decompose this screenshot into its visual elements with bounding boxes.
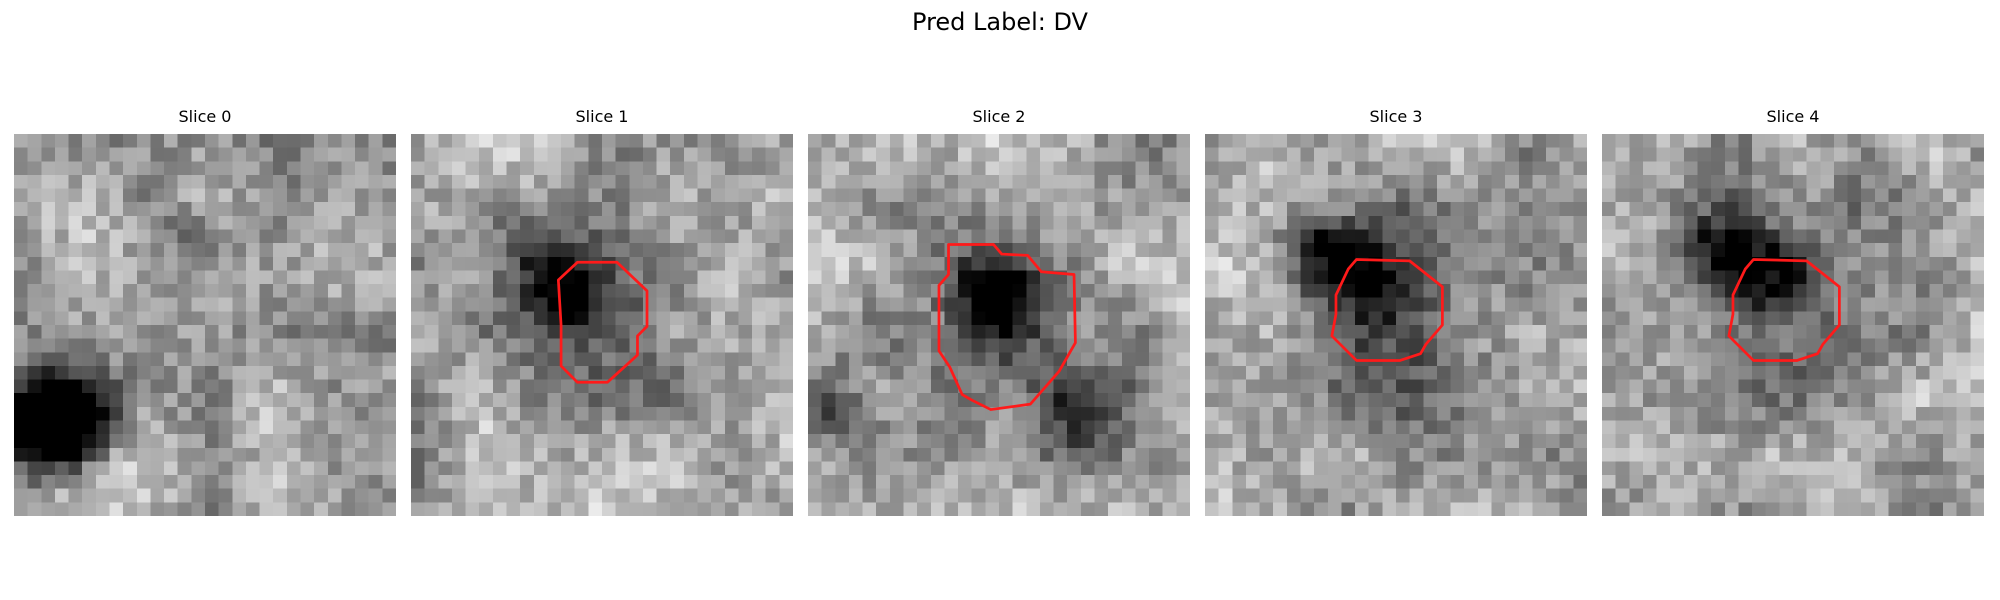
roi-contour <box>1330 258 1444 362</box>
slice-image-2 <box>808 134 1190 516</box>
slice-image-1 <box>411 134 793 516</box>
roi-contour <box>937 243 1077 411</box>
slice-title-4: Slice 4 <box>1766 107 1820 126</box>
slice-image-3 <box>1205 134 1587 516</box>
slice-title-1: Slice 1 <box>575 107 629 126</box>
roi-contour <box>1727 258 1841 362</box>
slice-title-2: Slice 2 <box>972 107 1026 126</box>
figure-title: Pred Label: DV <box>912 8 1088 36</box>
slice-image-0 <box>14 134 396 516</box>
roi-contour <box>556 260 649 384</box>
slice-title-3: Slice 3 <box>1369 107 1423 126</box>
slice-title-0: Slice 0 <box>178 107 232 126</box>
slice-image-4 <box>1602 134 1984 516</box>
